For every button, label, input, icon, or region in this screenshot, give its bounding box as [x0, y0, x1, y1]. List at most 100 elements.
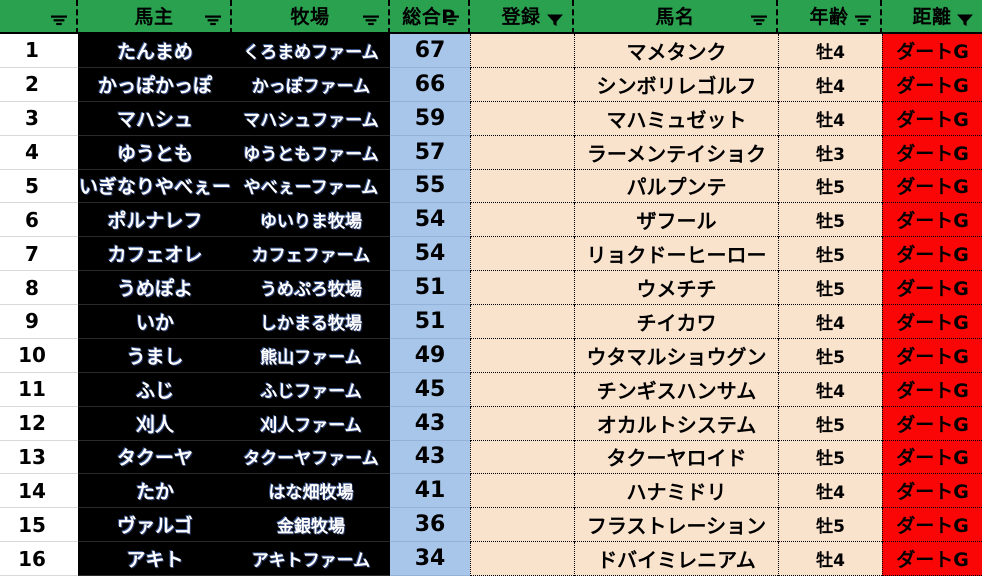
cell-index[interactable]: 1 — [0, 34, 78, 68]
cell-owner[interactable]: ポルナレフ — [78, 203, 232, 238]
cell-dist[interactable]: ダートG — [882, 135, 982, 170]
table-row[interactable]: 2 かっぽかっぽ かっぽファーム 66 シンボリレゴルフ 牡4 ダートG — [0, 67, 982, 102]
cell-farm[interactable]: やべぇーファーム — [232, 169, 390, 204]
table-row[interactable]: 13 タクーヤ タクーヤファーム 43 タクーヤロイド 牡5 ダートG — [0, 440, 982, 475]
cell-dist[interactable]: ダートG — [882, 338, 982, 373]
cell-reg[interactable] — [470, 440, 574, 475]
cell-owner[interactable]: ゆうとも — [78, 135, 232, 170]
cell-index[interactable]: 4 — [0, 135, 78, 170]
cell-age[interactable]: 牡3 — [778, 135, 882, 170]
cell-index[interactable]: 12 — [0, 406, 78, 441]
filter-funnel-icon[interactable] — [546, 10, 564, 26]
cell-name[interactable]: ラーメンテイショク — [574, 135, 778, 170]
column-header-index[interactable] — [0, 0, 78, 34]
table-row[interactable]: 14 たか はな畑牧場 41 ハナミドリ 牡4 ダートG — [0, 474, 982, 509]
cell-age[interactable]: 牡4 — [778, 542, 882, 576]
cell-reg[interactable] — [470, 372, 574, 407]
cell-age[interactable]: 牡4 — [778, 305, 882, 339]
cell-farm[interactable]: うめぷろ牧場 — [232, 271, 390, 305]
cell-dist[interactable]: ダートG — [882, 508, 982, 543]
cell-name[interactable]: シンボリレゴルフ — [574, 67, 778, 102]
cell-points[interactable]: 49 — [390, 338, 470, 373]
cell-name[interactable]: ザフール — [574, 203, 778, 238]
cell-index[interactable]: 13 — [0, 440, 78, 475]
cell-name[interactable]: ドバイミレニアム — [574, 542, 778, 576]
table-row[interactable]: 8 うめぽよ うめぷろ牧場 51 ウメチチ 牡5 ダートG — [0, 271, 982, 305]
cell-dist[interactable]: ダートG — [882, 440, 982, 475]
cell-age[interactable]: 牡5 — [778, 406, 882, 441]
cell-dist[interactable]: ダートG — [882, 237, 982, 272]
cell-farm[interactable]: アキトファーム — [232, 542, 390, 576]
table-row[interactable]: 9 いか しかまる牧場 51 チイカワ 牡4 ダートG — [0, 305, 982, 339]
cell-index[interactable]: 6 — [0, 203, 78, 238]
cell-owner[interactable]: かっぽかっぽ — [78, 67, 232, 102]
cell-dist[interactable]: ダートG — [882, 101, 982, 136]
cell-owner[interactable]: たか — [78, 474, 232, 509]
column-header-points[interactable]: 総合P — [390, 0, 470, 34]
cell-points[interactable]: 45 — [390, 372, 470, 407]
cell-reg[interactable] — [470, 237, 574, 272]
column-header-age[interactable]: 年齢 — [778, 0, 882, 34]
cell-points[interactable]: 66 — [390, 67, 470, 102]
cell-index[interactable]: 9 — [0, 305, 78, 339]
table-row[interactable]: 7 カフェオレ カフェファーム 54 リョクドーヒーロー 牡5 ダートG — [0, 237, 982, 272]
cell-index[interactable]: 5 — [0, 169, 78, 204]
cell-points[interactable]: 36 — [390, 508, 470, 543]
cell-name[interactable]: パルプンテ — [574, 169, 778, 204]
cell-dist[interactable]: ダートG — [882, 406, 982, 441]
table-row[interactable]: 6 ポルナレフ ゆいりま牧場 54 ザフール 牡5 ダートG — [0, 203, 982, 238]
cell-index[interactable]: 11 — [0, 372, 78, 407]
cell-dist[interactable]: ダートG — [882, 203, 982, 238]
cell-points[interactable]: 57 — [390, 135, 470, 170]
cell-farm[interactable]: しかまる牧場 — [232, 305, 390, 339]
cell-owner[interactable]: ヴァルゴ — [78, 508, 232, 543]
table-row[interactable]: 10 うまし 熊山ファーム 49 ウタマルショウグン 牡5 ダートG — [0, 338, 982, 373]
table-row[interactable]: 16 アキト アキトファーム 34 ドバイミレニアム 牡4 ダートG — [0, 542, 982, 576]
cell-index[interactable]: 14 — [0, 474, 78, 509]
cell-index[interactable]: 2 — [0, 67, 78, 102]
cell-age[interactable]: 牡5 — [778, 169, 882, 204]
cell-index[interactable]: 7 — [0, 237, 78, 272]
cell-farm[interactable]: くろまめファーム — [232, 34, 390, 68]
cell-age[interactable]: 牡5 — [778, 508, 882, 543]
cell-reg[interactable] — [470, 34, 574, 68]
filter-lines-icon[interactable] — [204, 10, 222, 26]
cell-reg[interactable] — [470, 271, 574, 305]
cell-owner[interactable]: いか — [78, 305, 232, 339]
cell-reg[interactable] — [470, 406, 574, 441]
cell-index[interactable]: 3 — [0, 101, 78, 136]
cell-name[interactable]: マハミュゼット — [574, 101, 778, 136]
cell-dist[interactable]: ダートG — [882, 34, 982, 68]
cell-name[interactable]: ウタマルショウグン — [574, 338, 778, 373]
cell-age[interactable]: 牡5 — [778, 203, 882, 238]
table-row[interactable]: 4 ゆうとも ゆうともファーム 57 ラーメンテイショク 牡3 ダートG — [0, 135, 982, 170]
table-row[interactable]: 11 ふじ ふじファーム 45 チンギスハンサム 牡4 ダートG — [0, 372, 982, 407]
filter-lines-icon[interactable] — [442, 10, 460, 26]
cell-farm[interactable]: はな畑牧場 — [232, 474, 390, 509]
cell-farm[interactable]: マハシュファーム — [232, 101, 390, 136]
cell-farm[interactable]: 金銀牧場 — [232, 508, 390, 543]
cell-reg[interactable] — [470, 101, 574, 136]
cell-owner[interactable]: ふじ — [78, 372, 232, 407]
cell-owner[interactable]: タクーヤ — [78, 440, 232, 475]
filter-funnel-icon[interactable] — [956, 10, 974, 26]
column-header-owner[interactable]: 馬主 — [78, 0, 232, 34]
cell-points[interactable]: 41 — [390, 474, 470, 509]
cell-reg[interactable] — [470, 542, 574, 576]
cell-name[interactable]: チンギスハンサム — [574, 372, 778, 407]
table-row[interactable]: 1 たんまめ くろまめファーム 67 マメタンク 牡4 ダートG — [0, 34, 982, 68]
cell-age[interactable]: 牡5 — [778, 440, 882, 475]
cell-reg[interactable] — [470, 338, 574, 373]
cell-points[interactable]: 43 — [390, 406, 470, 441]
filter-lines-icon[interactable] — [750, 10, 768, 26]
cell-points[interactable]: 54 — [390, 237, 470, 272]
cell-owner[interactable]: カフェオレ — [78, 237, 232, 272]
cell-reg[interactable] — [470, 474, 574, 509]
cell-owner[interactable]: マハシュ — [78, 101, 232, 136]
column-header-reg[interactable]: 登録 — [470, 0, 574, 34]
table-row[interactable]: 5 いぎなりやべぇー やべぇーファーム 55 パルプンテ 牡5 ダートG — [0, 169, 982, 204]
cell-farm[interactable]: カフェファーム — [232, 237, 390, 272]
cell-age[interactable]: 牡4 — [778, 474, 882, 509]
cell-age[interactable]: 牡4 — [778, 67, 882, 102]
cell-dist[interactable]: ダートG — [882, 372, 982, 407]
